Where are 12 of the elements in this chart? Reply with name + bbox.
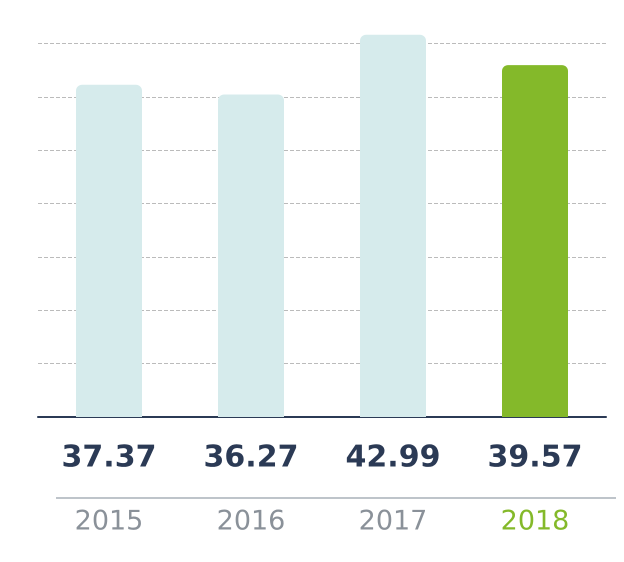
data-label: 36.27 — [204, 440, 298, 474]
bar — [218, 94, 284, 417]
bar — [502, 65, 568, 417]
data-label: 39.57 — [488, 440, 582, 474]
bar — [76, 84, 142, 417]
x-tick-label: 2015 — [74, 506, 144, 536]
bar — [360, 34, 426, 417]
x-tick-label: 2016 — [216, 506, 286, 536]
x-tick-label: 2017 — [358, 506, 428, 536]
data-label: 42.99 — [346, 440, 440, 474]
data-label: 37.37 — [62, 440, 156, 474]
x-tick-label: 2018 — [500, 506, 570, 536]
